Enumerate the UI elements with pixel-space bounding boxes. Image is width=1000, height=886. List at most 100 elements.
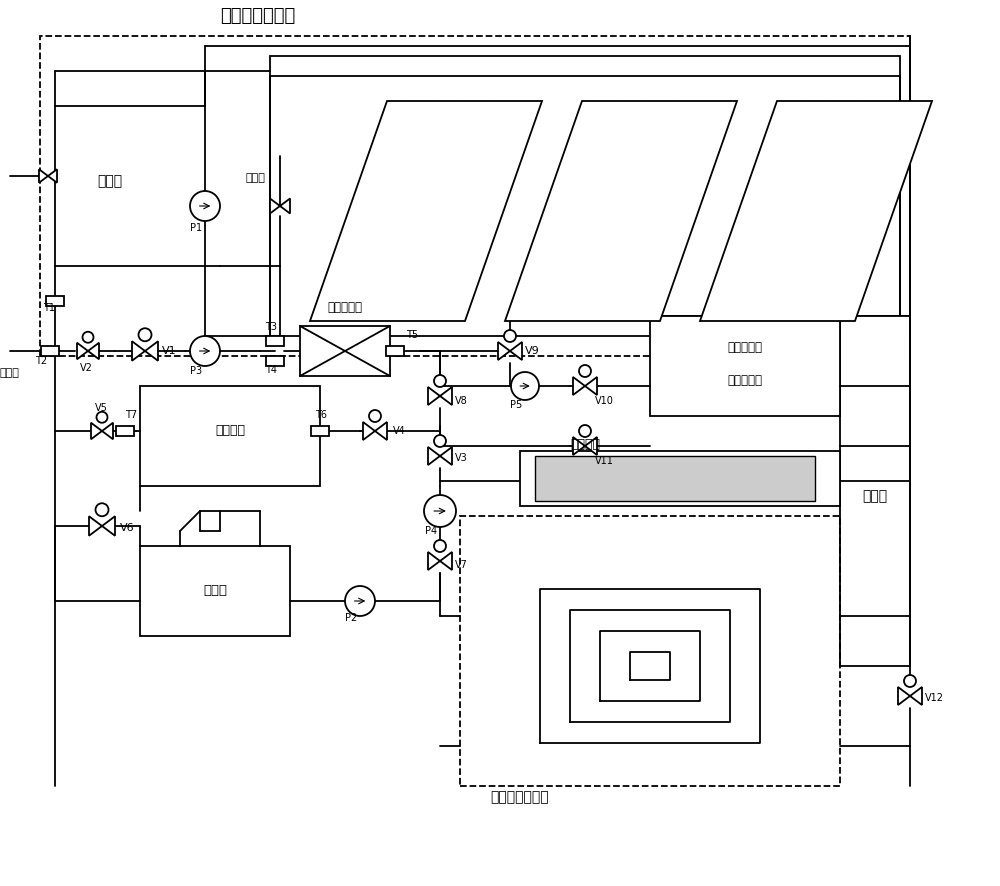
Polygon shape [440,552,452,570]
Polygon shape [102,517,115,536]
Bar [41,346,59,356]
Bar [535,456,815,501]
Polygon shape [585,377,597,395]
Bar [650,316,840,416]
Polygon shape [363,422,375,440]
Polygon shape [428,387,440,405]
Circle shape [369,410,381,422]
Text: 蓄热水筱: 蓄热水筱 [215,424,245,438]
Polygon shape [700,101,932,321]
Text: 板式换热器: 板式换热器 [328,301,362,314]
Text: V1: V1 [162,346,177,356]
Polygon shape [91,423,102,439]
Text: 用户侧: 用户侧 [862,489,888,503]
Polygon shape [498,342,510,360]
Circle shape [511,372,539,400]
Polygon shape [510,342,522,360]
Circle shape [504,330,516,342]
Polygon shape [280,198,290,214]
Polygon shape [48,169,57,183]
Text: T2: T2 [35,356,47,366]
Circle shape [82,331,94,343]
Text: V12: V12 [925,693,944,703]
Polygon shape [310,101,542,321]
Text: T6: T6 [315,410,327,420]
Polygon shape [573,377,585,395]
Circle shape [434,375,446,387]
Circle shape [190,191,220,221]
Text: T3: T3 [265,322,277,332]
Polygon shape [428,447,440,465]
Bar [116,425,134,437]
Text: 殡化锂吸收: 殡化锂吸收 [728,341,763,354]
Circle shape [904,675,916,687]
Polygon shape [585,437,597,455]
Bar [311,425,329,437]
Circle shape [345,586,375,616]
Bar [266,355,284,367]
Polygon shape [77,343,88,359]
Bar [140,386,320,486]
Circle shape [96,412,108,423]
Circle shape [434,540,446,552]
Polygon shape [440,447,452,465]
Bar [46,296,64,307]
Text: T7: T7 [125,410,137,420]
Text: 风机盘管: 风机盘管 [570,438,600,451]
Circle shape [138,328,152,341]
Text: 地板迪射式采暖: 地板迪射式采暖 [490,790,549,804]
Text: P5: P5 [510,400,522,410]
Bar [386,346,404,356]
Text: P4: P4 [425,526,437,536]
Bar [140,546,290,636]
Bar [55,106,205,266]
Text: T5: T5 [406,330,418,340]
Text: T4: T4 [265,365,277,375]
Polygon shape [898,687,910,705]
Text: 储水筱: 储水筱 [97,174,123,188]
Circle shape [424,495,456,527]
Polygon shape [89,517,102,536]
Text: V2: V2 [80,363,93,373]
Bar [300,326,390,376]
Polygon shape [375,422,387,440]
Circle shape [579,425,591,437]
Circle shape [190,336,220,366]
Text: 式制冷机组: 式制冷机组 [728,374,763,387]
Text: V10: V10 [595,396,614,406]
Text: T1: T1 [43,303,55,313]
Polygon shape [910,687,922,705]
Polygon shape [428,552,440,570]
Text: 太阳能热水系统: 太阳能热水系统 [220,7,295,25]
Text: V5: V5 [95,403,108,413]
Polygon shape [573,437,585,455]
Text: V4: V4 [393,426,406,436]
Circle shape [579,365,591,377]
Bar [460,516,840,786]
Text: V6: V6 [120,523,135,533]
Text: V9: V9 [525,346,540,356]
Text: V7: V7 [455,560,468,570]
Polygon shape [39,169,48,183]
Text: P2: P2 [345,613,357,623]
Bar [40,36,910,356]
Bar [270,56,900,336]
Polygon shape [145,341,158,361]
Polygon shape [132,341,145,361]
Polygon shape [102,423,113,439]
Circle shape [96,503,108,517]
Bar [520,451,840,506]
Circle shape [434,435,446,447]
Text: V11: V11 [595,456,614,466]
Text: 电锅炉: 电锅炉 [203,585,227,597]
Polygon shape [505,101,737,321]
Polygon shape [270,198,280,214]
Text: 自来水: 自来水 [0,368,20,378]
Text: P1: P1 [190,223,202,233]
Text: P3: P3 [190,366,202,376]
Bar [266,336,284,346]
Bar [840,316,910,666]
Polygon shape [440,387,452,405]
Polygon shape [88,343,99,359]
Text: 自来水: 自来水 [245,173,265,183]
